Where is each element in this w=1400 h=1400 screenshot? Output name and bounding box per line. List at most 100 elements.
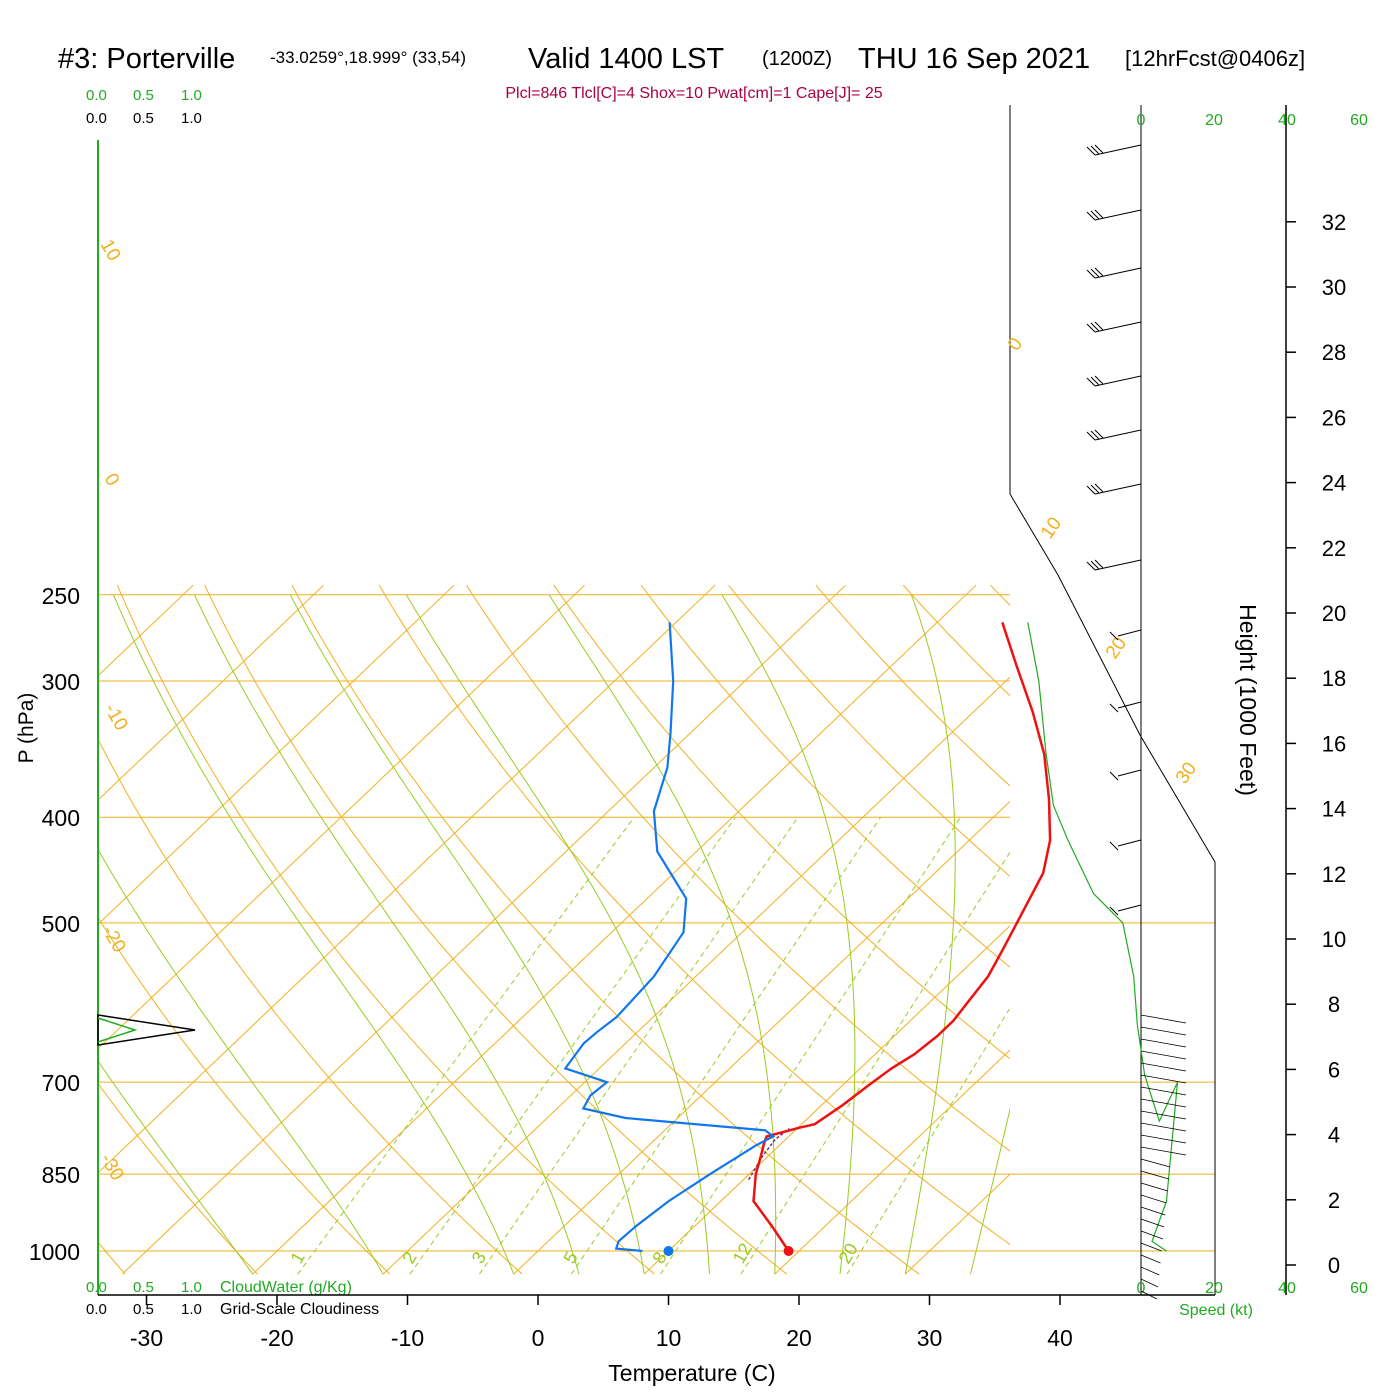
wind-barb-6 bbox=[1086, 483, 1142, 495]
mixing-ratio-label-5: 12 bbox=[729, 1240, 756, 1267]
height-tick-label-12: 24 bbox=[1322, 471, 1346, 496]
moist-adiabat-3 bbox=[193, 594, 580, 1275]
dry-adiabat-label-0: 10 bbox=[96, 236, 125, 265]
speed-bottom-1: 20 bbox=[1205, 1280, 1223, 1297]
cloudiness-bottom-1: 0.5 bbox=[133, 1301, 154, 1318]
wind-barb-4 bbox=[1086, 375, 1142, 387]
pressure-label-6: 1000 bbox=[29, 1239, 80, 1265]
forecast-info: [12hrFcst@0406z] bbox=[1125, 46, 1305, 71]
height-tick-label-1: 2 bbox=[1328, 1188, 1340, 1213]
dry-adiabat-label-2: -10 bbox=[100, 700, 132, 734]
cloudiness-indicator bbox=[97, 1014, 196, 1046]
pressure-label-3: 500 bbox=[42, 911, 80, 937]
wind-barb-8 bbox=[1109, 629, 1142, 641]
height-tick-label-3: 6 bbox=[1328, 1057, 1340, 1082]
height-tick-label-5: 10 bbox=[1322, 927, 1346, 952]
wind-speed-profile bbox=[1027, 622, 1179, 1252]
dry-adiabat-label-4: -30 bbox=[96, 1150, 128, 1184]
x-axis-label: Temperature (C) bbox=[608, 1360, 775, 1386]
height-tick-label-2: 4 bbox=[1328, 1123, 1340, 1148]
height-tick-label-9: 18 bbox=[1322, 666, 1346, 691]
height-tick-label-8: 16 bbox=[1322, 731, 1346, 756]
low-level-barb-fan bbox=[1140, 1014, 1187, 1300]
pressure-label-2: 400 bbox=[42, 805, 80, 831]
moist-adiabat-4 bbox=[289, 594, 645, 1275]
cloudiness-bottom-0: 0.0 bbox=[86, 1301, 107, 1318]
moist-adiabat-0 bbox=[98, 1060, 254, 1275]
dry-adiabat-label-8: 30 bbox=[1172, 759, 1201, 788]
wind-barb-12 bbox=[1109, 904, 1142, 916]
pressure-label-5: 850 bbox=[42, 1162, 80, 1188]
dry-adiabat-250 bbox=[98, 1082, 258, 1275]
pressure-label-4: 700 bbox=[42, 1070, 80, 1096]
dry-adiabat-label-6: 10 bbox=[1037, 514, 1066, 543]
moist-adiabat-6 bbox=[548, 594, 777, 1275]
x-tick-label-3: 0 bbox=[532, 1325, 545, 1351]
y-axis-label: P (hPa) bbox=[15, 693, 38, 764]
wind-barb-2 bbox=[1086, 267, 1142, 279]
speed-top-2: 40 bbox=[1278, 112, 1296, 129]
cloudwater-top-0: 0.0 bbox=[86, 87, 107, 104]
dry-adiabat-400 bbox=[1165, 585, 1400, 1274]
cloudiness-top-2: 1.0 bbox=[181, 110, 202, 127]
moist-adiabat-1 bbox=[98, 848, 384, 1275]
isotherm--20 bbox=[252, 584, 977, 1275]
moist-adiabat-7 bbox=[721, 594, 856, 1275]
cloudwater-indicator bbox=[97, 1017, 138, 1043]
speed-top-3: 60 bbox=[1350, 112, 1368, 129]
cloudwater-bottom-0: 0.0 bbox=[86, 1279, 107, 1296]
wind-barb-3 bbox=[1086, 321, 1142, 333]
parcel-path bbox=[748, 1127, 790, 1180]
wind-barb-5 bbox=[1086, 429, 1142, 441]
isobar-lines bbox=[98, 594, 1215, 1252]
isotherm-0 bbox=[513, 800, 1010, 1275]
dry-adiabat-280 bbox=[116, 584, 655, 1275]
dry-adiabat-label-5: 0 bbox=[1004, 334, 1027, 355]
cloudwater-top-1: 0.5 bbox=[133, 87, 154, 104]
mixing-ratio-line-8 bbox=[660, 816, 961, 1275]
wind-barb-1 bbox=[1086, 209, 1142, 221]
dry-adiabat-290 bbox=[204, 584, 788, 1275]
dry-adiabat-350 bbox=[728, 584, 1010, 878]
dewpoint-profile bbox=[563, 622, 776, 1253]
x-tick-label-4: 10 bbox=[656, 1325, 682, 1351]
dry-adiabat-420 bbox=[1340, 585, 1400, 1274]
indices-line: Plcl=846 Tlcl[C]=4 Shox=10 Pwat[cm]=1 Ca… bbox=[505, 85, 882, 102]
x-tick-label-2: -10 bbox=[391, 1325, 424, 1351]
mixing-ratio-line-1 bbox=[297, 816, 635, 1275]
temperature-profile bbox=[752, 621, 1052, 1252]
moist-adiabat-9 bbox=[970, 1107, 1010, 1275]
speed-bottom-3: 60 bbox=[1350, 1280, 1368, 1297]
parcel-segment bbox=[748, 1127, 790, 1180]
isotherm--80 bbox=[98, 584, 194, 677]
moist-adiabat-10 bbox=[1036, 595, 1222, 1274]
cloudwater-top-2: 1.0 bbox=[181, 87, 202, 104]
x-tick-label-7: 40 bbox=[1047, 1325, 1073, 1351]
moist-adiabat-8 bbox=[904, 594, 956, 1275]
adiabat-lines bbox=[98, 584, 1400, 1275]
cloudwater-bottom-2: 1.0 bbox=[181, 1279, 202, 1296]
dry-adiabat-320 bbox=[466, 584, 1010, 1152]
moist-adiabat-5 bbox=[405, 594, 710, 1275]
mixing-ratio-line-12 bbox=[740, 851, 1010, 1275]
cloudiness-label: Grid-Scale Cloudiness bbox=[220, 1301, 379, 1318]
cloudiness-bottom-2: 1.0 bbox=[181, 1301, 202, 1318]
station-title: #3: Porterville bbox=[58, 43, 235, 75]
height-axis-label: Height (1000 Feet) bbox=[1235, 604, 1261, 796]
isotherm--60 bbox=[98, 584, 455, 926]
height-tick-label-6: 12 bbox=[1322, 862, 1346, 887]
wind-barbs bbox=[1086, 144, 1187, 1300]
x-tick-label-0: -30 bbox=[130, 1325, 163, 1351]
valid-time: Valid 1400 LST bbox=[528, 43, 724, 75]
cloudwater-bottom-1: 0.5 bbox=[133, 1279, 154, 1296]
speed-bottom-0: 0 bbox=[1137, 1280, 1146, 1297]
isotherm--30 bbox=[121, 584, 846, 1275]
pressure-label-1: 300 bbox=[42, 669, 80, 695]
dry-adiabat-260 bbox=[98, 916, 391, 1275]
station-coords: -33.0259°,18.999° (33,54) bbox=[270, 48, 466, 67]
mixing-ratio-line-2 bbox=[409, 816, 736, 1275]
mixing-ratio-line-3 bbox=[479, 816, 799, 1275]
x-tick-label-1: -20 bbox=[260, 1325, 293, 1351]
dry-adiabat-label-1: 0 bbox=[100, 470, 123, 490]
